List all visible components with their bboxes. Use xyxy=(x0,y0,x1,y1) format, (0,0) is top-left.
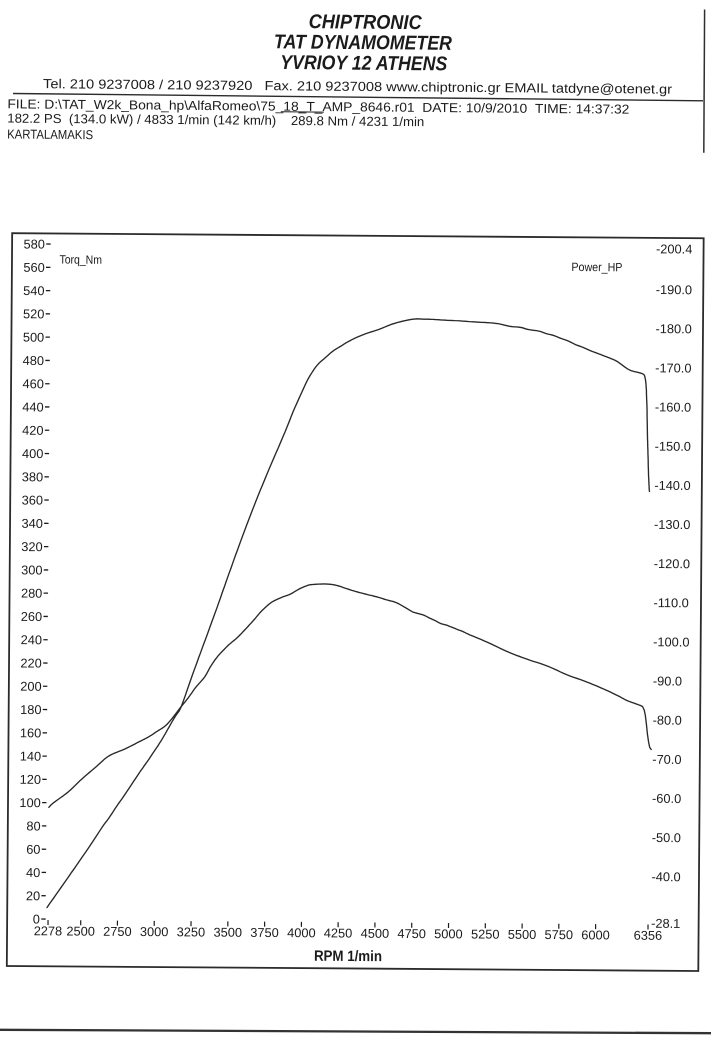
svg-text:3250: 3250 xyxy=(177,924,206,939)
svg-text:3000: 3000 xyxy=(140,924,169,939)
svg-text:-200.4: -200.4 xyxy=(656,241,692,256)
svg-text:60: 60 xyxy=(26,842,40,857)
svg-text:Tel. 210 9237008 / 210 9237920: Tel. 210 9237008 / 210 9237920 Fax. 210 … xyxy=(43,76,673,96)
svg-text:-160.0: -160.0 xyxy=(655,399,691,414)
svg-text:5000: 5000 xyxy=(434,926,463,941)
svg-text:3500: 3500 xyxy=(213,925,242,940)
svg-text:-180.0: -180.0 xyxy=(655,321,691,336)
svg-text:5500: 5500 xyxy=(508,927,537,942)
svg-text:-70.0: -70.0 xyxy=(652,752,681,767)
svg-text:20: 20 xyxy=(26,888,40,903)
svg-text:-50.0: -50.0 xyxy=(652,830,681,845)
svg-text:560: 560 xyxy=(23,260,44,275)
svg-text:240: 240 xyxy=(21,632,42,647)
svg-text:-100.0: -100.0 xyxy=(653,634,689,649)
svg-text:6000: 6000 xyxy=(581,927,610,942)
svg-text:2500: 2500 xyxy=(66,923,95,938)
svg-text:440: 440 xyxy=(22,399,43,414)
svg-text:YVRIOY 12 ATHENS: YVRIOY 12 ATHENS xyxy=(280,52,448,75)
svg-text:KARTALAMAKIS: KARTALAMAKIS xyxy=(7,126,93,142)
svg-text:580: 580 xyxy=(23,236,44,251)
svg-text:480: 480 xyxy=(23,353,44,368)
svg-text:380: 380 xyxy=(22,469,43,484)
svg-text:FILE: D:\TAT_W2k_Bona_hp\AlfaR: FILE: D:\TAT_W2k_Bona_hp\AlfaRomeo\75_18… xyxy=(7,96,629,116)
svg-text:-90.0: -90.0 xyxy=(653,673,682,688)
svg-text:-170.0: -170.0 xyxy=(655,360,691,375)
svg-text:4500: 4500 xyxy=(361,926,390,941)
svg-text:140: 140 xyxy=(20,749,41,764)
svg-text:-60.0: -60.0 xyxy=(652,791,681,806)
svg-text:Power_HP: Power_HP xyxy=(571,260,622,274)
svg-text:-110.0: -110.0 xyxy=(653,595,688,610)
svg-text:-140.0: -140.0 xyxy=(654,478,690,493)
svg-text:5750: 5750 xyxy=(544,927,573,942)
svg-text:300: 300 xyxy=(21,562,42,577)
svg-text:-80.0: -80.0 xyxy=(653,712,682,727)
svg-text:2750: 2750 xyxy=(103,924,132,939)
svg-text:180: 180 xyxy=(20,702,41,717)
svg-text:520: 520 xyxy=(23,306,44,321)
svg-text:RPM 1/min: RPM 1/min xyxy=(314,948,382,965)
svg-text:540: 540 xyxy=(23,283,44,298)
svg-text:460: 460 xyxy=(22,376,43,391)
svg-text:280: 280 xyxy=(21,586,42,601)
svg-text:-190.0: -190.0 xyxy=(656,282,692,297)
svg-text:260: 260 xyxy=(21,609,42,624)
svg-text:-40.0: -40.0 xyxy=(651,869,680,884)
svg-text:CHIPTRONIC: CHIPTRONIC xyxy=(309,11,423,34)
svg-text:-120.0: -120.0 xyxy=(654,556,690,571)
svg-text:-130.0: -130.0 xyxy=(654,517,690,532)
svg-text:5250: 5250 xyxy=(471,926,500,941)
svg-text:340: 340 xyxy=(21,516,42,531)
svg-text:TAT DYNAMOMETER: TAT DYNAMOMETER xyxy=(274,31,453,55)
svg-text:420: 420 xyxy=(22,423,43,438)
svg-text:220: 220 xyxy=(20,655,41,670)
svg-text:2278: 2278 xyxy=(34,923,63,938)
svg-text:182.2 PS (134.0 kW) / 4833 1/: 182.2 PS (134.0 kW) / 4833 1/min (142 km… xyxy=(7,111,424,130)
svg-text:400: 400 xyxy=(22,446,43,461)
svg-text:200: 200 xyxy=(20,679,41,694)
svg-text:500: 500 xyxy=(23,330,44,345)
svg-text:320: 320 xyxy=(21,539,42,554)
svg-text:360: 360 xyxy=(22,492,43,507)
svg-text:160: 160 xyxy=(20,725,41,740)
svg-text:120: 120 xyxy=(20,772,41,787)
svg-text:-28.1: -28.1 xyxy=(651,916,680,931)
svg-text:Torq_Nm: Torq_Nm xyxy=(59,253,102,267)
svg-text:3750: 3750 xyxy=(250,925,279,940)
svg-text:80: 80 xyxy=(26,818,40,833)
svg-text:-150.0: -150.0 xyxy=(655,439,691,454)
svg-text:6356: 6356 xyxy=(634,928,663,943)
svg-text:4000: 4000 xyxy=(287,925,316,940)
svg-text:0: 0 xyxy=(33,912,40,927)
svg-text:4750: 4750 xyxy=(397,926,426,941)
svg-text:4250: 4250 xyxy=(324,925,353,940)
svg-text:40: 40 xyxy=(26,865,40,880)
svg-text:100: 100 xyxy=(19,795,40,810)
